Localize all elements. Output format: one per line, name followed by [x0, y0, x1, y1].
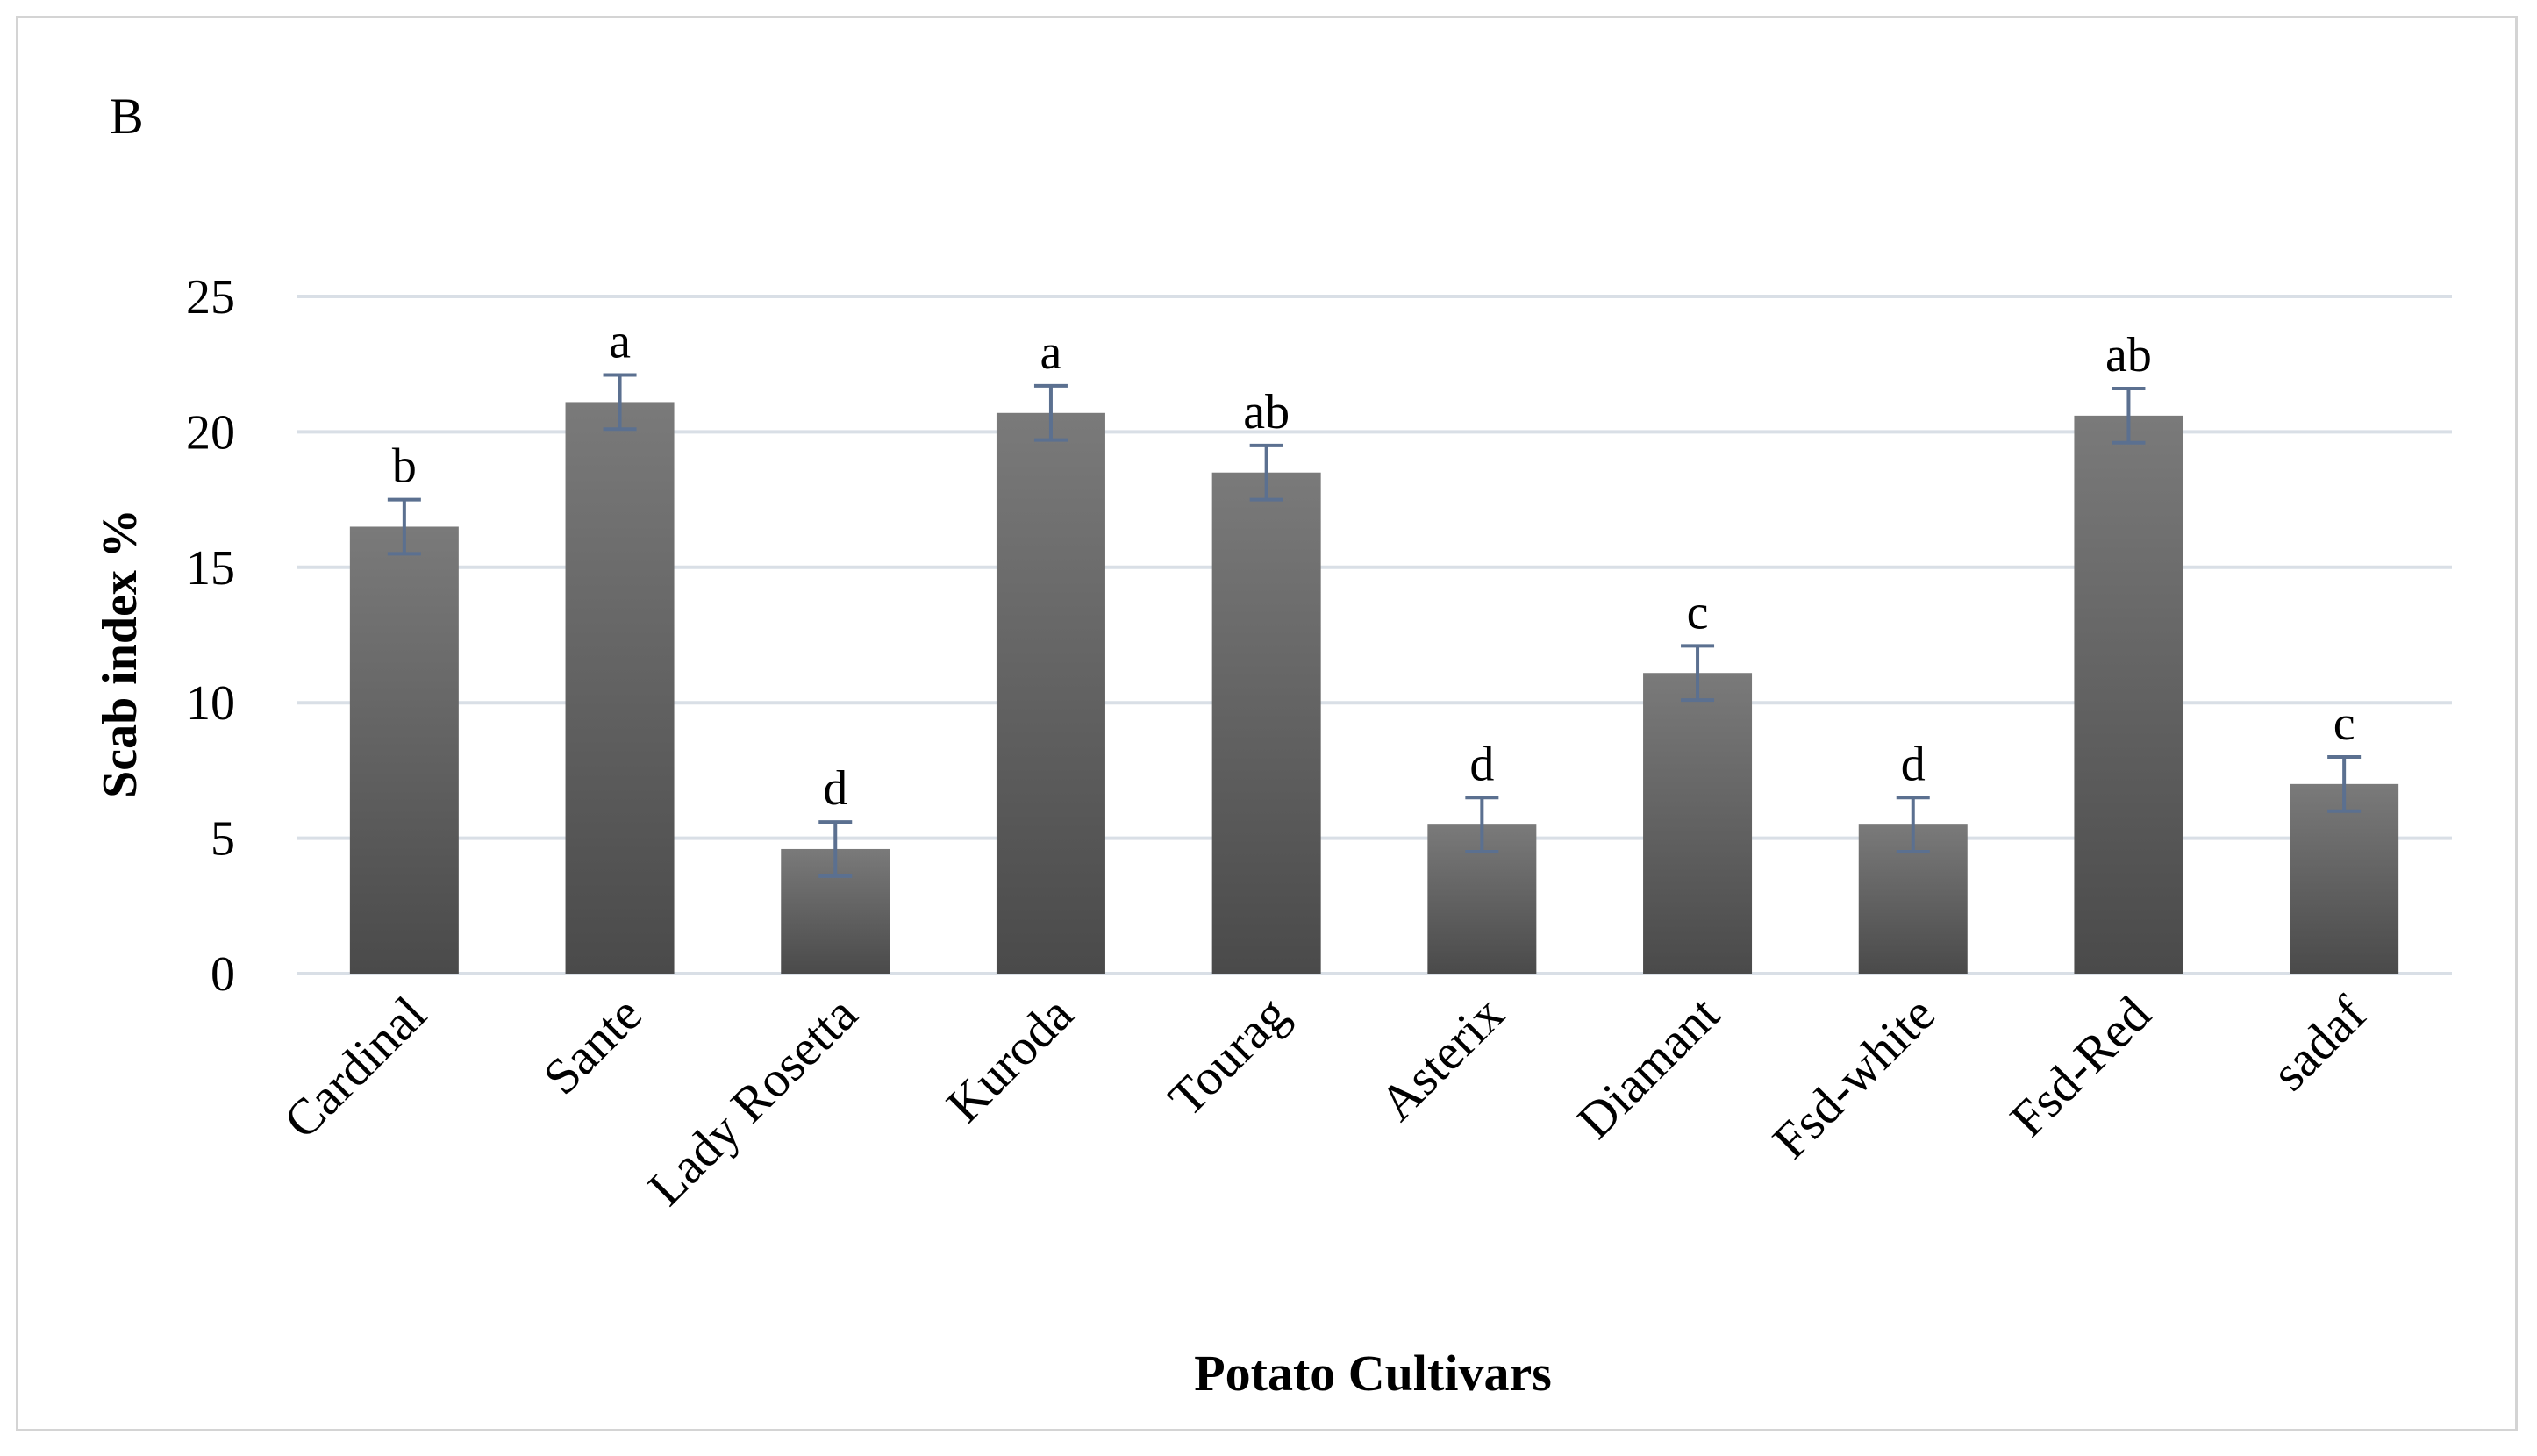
panel-label: B	[110, 88, 144, 145]
y-tick-label: 15	[186, 541, 235, 596]
x-axis-label: Potato Cultivars	[1194, 1345, 1552, 1402]
y-tick-label: 20	[186, 405, 235, 460]
x-tick-label: Asterix	[1369, 985, 1515, 1131]
x-tick-label: Lady Rosetta	[637, 985, 868, 1217]
x-tick-label: Sante	[532, 985, 653, 1105]
y-axis-label: Scab index %	[93, 509, 147, 798]
significance-letter: d	[1469, 737, 1494, 791]
y-tick-label: 5	[211, 812, 235, 867]
significance-letter: d	[823, 761, 847, 816]
y-tick-label: 10	[186, 676, 235, 731]
x-tick-label: Kuroda	[935, 985, 1083, 1133]
significance-letter: ab	[1243, 385, 1290, 439]
significance-letter: a	[1040, 325, 1062, 380]
bar	[2290, 783, 2399, 974]
significance-letter: c	[1687, 585, 1709, 639]
significance-letter: ab	[2105, 328, 2152, 382]
bars	[349, 402, 2399, 974]
x-tick-label: Fsd-Red	[1999, 985, 2162, 1147]
bar	[565, 402, 675, 974]
significance-letter: b	[392, 439, 417, 494]
bar	[1643, 673, 1753, 974]
bar	[1211, 472, 1321, 974]
significance-letter: d	[1901, 737, 1926, 791]
x-tick-label: Cardinal	[273, 985, 437, 1149]
significance-letters: b a d a ab d c d ab c	[392, 315, 2355, 817]
bar	[349, 526, 459, 974]
bar	[2074, 415, 2183, 974]
x-tick-label: Fsd-white	[1762, 985, 1946, 1169]
significance-letter: c	[2333, 696, 2355, 751]
y-axis-ticks: 0 5 10 15 20 25	[186, 270, 235, 1002]
y-tick-label: 0	[211, 947, 235, 1002]
x-tick-label: sadaf	[2261, 985, 2377, 1102]
x-tick-label: Diamant	[1566, 985, 1730, 1149]
x-tick-label: Tourag	[1157, 985, 1299, 1127]
significance-letter: a	[609, 315, 631, 369]
bar	[996, 412, 1105, 974]
error-bars	[387, 373, 2362, 878]
y-tick-label: 25	[186, 270, 235, 325]
